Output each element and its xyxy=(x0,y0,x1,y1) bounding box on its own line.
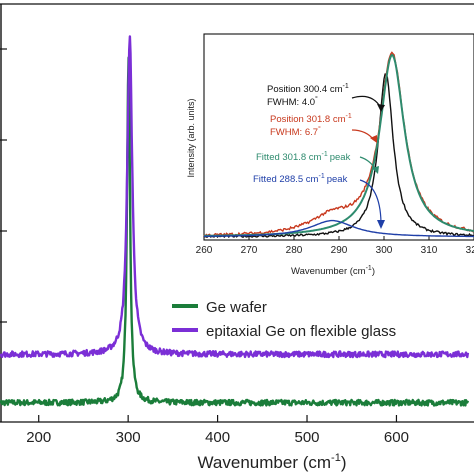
inset-x-tick-label-280: 280 xyxy=(286,245,303,256)
legend: Ge wafer epitaxial Ge on flexible glass xyxy=(172,299,396,340)
main-series-epitaxial-ge xyxy=(0,35,470,359)
main-x-ticks: 200 300 400 500 600 xyxy=(26,415,409,446)
arrow-green-head xyxy=(372,166,379,174)
inset-x-tick-label-310: 310 xyxy=(421,245,438,256)
annotation-position-300-4: Position 300.4 cm-1 xyxy=(267,83,349,95)
arrow-blue xyxy=(359,179,382,223)
annotation-fitted-301-8: Fitted 301.8 cm-1 peak xyxy=(256,151,351,163)
inset-arrows xyxy=(351,95,385,229)
main-x-tick-label-400: 400 xyxy=(205,429,230,446)
inset-x-tick-label-300: 300 xyxy=(376,245,393,256)
annotation-fwhm-6-7: FWHM: 6.7° xyxy=(270,125,321,138)
inset-x-tick-label-320: 320 xyxy=(466,245,474,256)
main-series-ge-wafer xyxy=(0,56,470,407)
inset-x-tick-label-260: 260 xyxy=(196,245,213,256)
arrow-red-head xyxy=(370,135,377,143)
inset-series-fit-288-5 xyxy=(204,219,474,238)
inset-x-tick-label-290: 290 xyxy=(331,245,348,256)
main-x-axis-label: Wavenumber (cm-1) xyxy=(198,452,347,472)
main-x-tick-label-300: 300 xyxy=(116,429,141,446)
inset-x-tick-label-270: 270 xyxy=(241,245,258,256)
arrow-black-head xyxy=(377,104,385,112)
inset-x-axis-label: Wavenumber (cm-1) xyxy=(291,265,375,277)
inset-annotations: Position 300.4 cm-1 FWHM: 4.0° Position … xyxy=(253,83,352,185)
inset-series-ge-wafer xyxy=(203,73,474,239)
main-series-group xyxy=(0,35,470,407)
inset-frame xyxy=(203,33,474,241)
arrow-blue-head xyxy=(377,220,385,229)
inset-y-axis-label: Intensity (arb. units) xyxy=(186,98,196,177)
main-x-tick-label-200: 200 xyxy=(26,429,51,446)
annotation-fitted-288-5: Fitted 288.5 cm-1 peak xyxy=(253,173,348,185)
main-x-tick-label-500: 500 xyxy=(295,429,320,446)
inset-plot: 260 270 280 290 300 310 320 xyxy=(196,33,474,256)
annotation-fwhm-4-0: FWHM: 4.0° xyxy=(267,95,318,108)
legend-label-ge-wafer: Ge wafer xyxy=(206,299,267,316)
main-plot-frame xyxy=(0,3,474,423)
legend-label-epitaxial-ge: epitaxial Ge on flexible glass xyxy=(206,323,396,340)
annotation-position-301-8: Position 301.8 cm-1 xyxy=(270,113,352,125)
main-x-tick-label-600: 600 xyxy=(384,429,409,446)
